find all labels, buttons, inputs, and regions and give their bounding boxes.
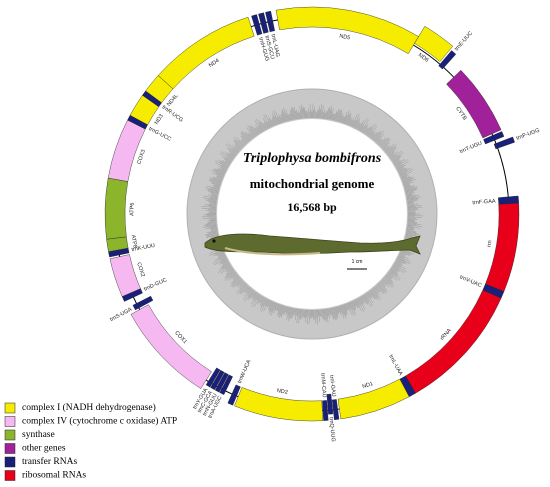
trna-label: trnW-UCA: [237, 359, 252, 385]
scale-label: 1 cm: [352, 259, 363, 265]
trna-label: trnE-UUC: [454, 30, 474, 52]
legend-label: other genes: [22, 444, 66, 454]
gene-block: [132, 295, 154, 311]
gene-label: ND2: [276, 388, 288, 396]
gene-block: [205, 367, 221, 388]
gene-label: CYTB: [454, 106, 467, 122]
trna-label: trnM-CAU: [319, 373, 327, 398]
gene-block: [227, 384, 241, 406]
ring-base: [187, 89, 437, 339]
trna-label: trnT-UGU: [459, 140, 483, 155]
gene-block: [219, 374, 233, 395]
gene-block: [331, 399, 340, 421]
gene-label: COX2: [135, 262, 145, 278]
ring-texture: [201, 103, 423, 325]
legend-swatch: [4, 416, 16, 427]
legend-swatch: [4, 470, 16, 481]
gene-label: rrn: [486, 240, 493, 248]
legend-label: synthase: [22, 430, 55, 440]
gene-block: [234, 387, 324, 422]
gene-block: [483, 131, 505, 145]
gene-label: ND1: [362, 381, 374, 390]
trna-label: trnL-UAA: [387, 354, 403, 377]
trna-label: trnS-UGA: [109, 307, 133, 324]
genome-length: 16,568 bp: [287, 200, 337, 214]
gene-block: [322, 400, 329, 421]
gene-block: [438, 50, 457, 70]
legend-label: ribosomal RNAs: [22, 471, 86, 481]
legend-label: complex I (NADH dehydrogenase): [22, 402, 156, 413]
trna-label: trnQ-UUG: [328, 417, 336, 442]
gene-block: [265, 10, 275, 33]
legend-swatch: [4, 443, 16, 454]
gene-label: ND3: [154, 113, 165, 126]
gene-block: [210, 370, 225, 391]
gene-block: [414, 26, 454, 62]
gene-block: [405, 289, 502, 394]
legend-swatch: [4, 429, 16, 441]
gene-block: [498, 195, 519, 205]
gene-label: ND4L: [166, 93, 180, 108]
gene-block: [251, 14, 263, 36]
genes: ND5 ND6 trnE-UUC CYTB trnT-UGU trnP-UGG trnF-G…: [104, 6, 541, 442]
species-title: Triplophysa bombifrons: [243, 151, 382, 166]
gene-block: [275, 6, 419, 54]
legend-swatch: [4, 456, 16, 468]
trna-label: trnV-UAC: [459, 274, 483, 289]
gene-block: [109, 254, 141, 297]
gene-block: [104, 177, 129, 240]
gene-block: [493, 136, 515, 150]
gene-label: ATP6: [129, 203, 135, 217]
ring-edge: [186, 88, 438, 340]
gene-block: [326, 393, 334, 415]
gene-label: ND4: [208, 58, 221, 69]
trna-label: trnP-UGG: [516, 128, 541, 142]
legend-swatch: [4, 402, 16, 414]
trna-label: trnR-UCG: [161, 104, 184, 123]
legend: complex I (NADH dehydrogenase) complex IV…: [4, 402, 177, 481]
trna-label: trnS-GCU: [263, 35, 275, 60]
legend-label: complex IV (cytochrome c oxidase) ATP: [22, 416, 177, 427]
legend-label: transfer RNAs: [22, 456, 77, 467]
gene-label: ND6: [417, 52, 429, 63]
trna-label: trnI-GAU: [328, 375, 337, 397]
gene-label: COX3: [137, 149, 147, 165]
trna-label: trnF-GAA: [472, 199, 496, 207]
gene-block: [214, 372, 229, 393]
gene-label: ATP8: [130, 234, 138, 248]
trna-label: trnG-UCC: [148, 126, 172, 143]
gene-block: [157, 16, 255, 90]
gene-block: [446, 69, 502, 139]
trna-label: trnK-UUU: [131, 243, 156, 254]
fish: [204, 233, 421, 256]
gene-block: [337, 378, 410, 420]
trna-label: trnD-GUC: [143, 277, 168, 293]
gene-label: ND5: [339, 34, 351, 42]
trna-label: trnL-UAG: [270, 34, 281, 58]
inner-ring: [186, 88, 438, 340]
gene-block: [130, 304, 212, 389]
gene-block: [258, 12, 269, 34]
subtitle: mitochondrial genome: [250, 176, 375, 191]
